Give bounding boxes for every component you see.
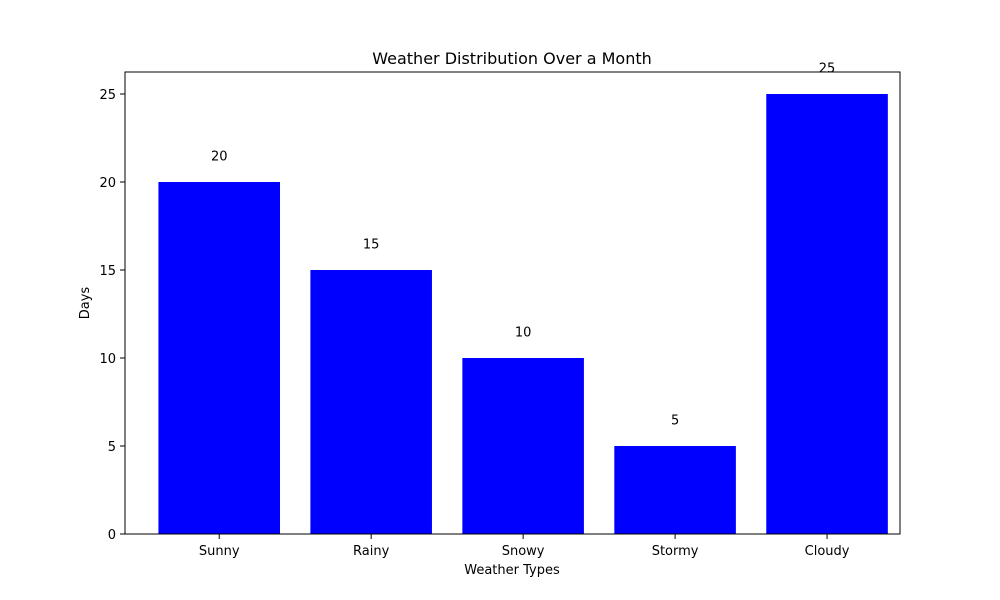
y-axis-label: Days [78, 287, 93, 320]
data-label-sunny: 20 [211, 149, 228, 164]
y-tick-label: 15 [99, 264, 116, 279]
y-tick-label: 5 [108, 440, 116, 455]
bar-cloudy [766, 94, 888, 534]
bar-rainy [310, 270, 432, 534]
y-tick-label: 10 [99, 352, 116, 367]
plot-area-frame [124, 71, 901, 535]
y-tick-label: 25 [99, 88, 116, 103]
data-label-cloudy: 25 [819, 61, 836, 76]
x-tick-label: Cloudy [805, 544, 850, 559]
x-axis-label: Weather Types [464, 563, 560, 578]
bar-sunny [158, 182, 280, 534]
x-tick-label: Sunny [199, 544, 240, 559]
bar-stormy [614, 446, 736, 534]
data-label-stormy: 5 [671, 413, 679, 428]
y-tick-label: 0 [108, 528, 116, 543]
chart-title: Weather Distribution Over a Month [372, 49, 652, 68]
x-tick-label: Snowy [502, 544, 545, 559]
x-tick-label: Stormy [652, 544, 699, 559]
y-tick-label: 20 [99, 176, 116, 191]
y-axis-ticks: 0 5 10 15 20 25 [99, 88, 125, 543]
data-labels-group: 20 15 10 5 25 [211, 61, 835, 428]
x-axis-ticks: Sunny Rainy Snowy Stormy Cloudy [199, 534, 850, 559]
data-label-snowy: 10 [515, 325, 532, 340]
x-tick-label: Rainy [353, 544, 390, 559]
bars-group [158, 94, 888, 534]
data-label-rainy: 15 [363, 237, 380, 252]
bar-snowy [462, 358, 584, 534]
